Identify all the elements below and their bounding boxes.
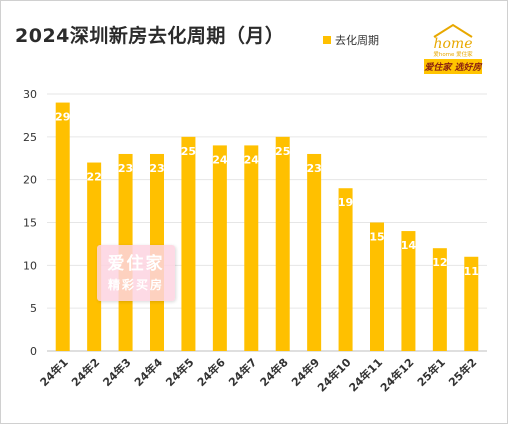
x-tick-label: 24年5 — [163, 355, 197, 389]
x-tick-label: 25年2 — [445, 355, 479, 389]
watermark: 爱住家 精彩买房 — [97, 245, 175, 301]
bar — [307, 153, 322, 351]
y-tick-label: 30 — [23, 88, 37, 101]
data-label: 29 — [55, 111, 70, 124]
x-tick-label: 24年3 — [100, 355, 134, 389]
watermark-line2: 精彩买房 — [107, 278, 164, 292]
bar — [464, 256, 479, 351]
x-tick-label: 24年2 — [68, 355, 102, 389]
x-axis-ticks: 24年124年224年324年424年524年624年724年824年924年1… — [37, 355, 479, 395]
x-tick-label: 24年8 — [257, 355, 291, 389]
data-label: 25 — [181, 145, 196, 158]
data-label: 12 — [432, 256, 447, 269]
x-tick-label: 24年12 — [377, 355, 416, 394]
bar — [338, 188, 353, 351]
data-label: 14 — [401, 239, 417, 252]
x-tick-label: 24年1 — [37, 355, 71, 389]
data-label: 25 — [275, 145, 290, 158]
y-tick-label: 0 — [30, 345, 37, 358]
bar — [432, 248, 447, 351]
y-tick-label: 10 — [23, 259, 37, 272]
bar — [87, 162, 102, 351]
data-label: 22 — [86, 171, 101, 184]
legend-swatch — [323, 36, 331, 44]
bar — [212, 145, 227, 351]
data-label: 15 — [369, 231, 384, 244]
bar — [181, 136, 196, 351]
data-label: 23 — [149, 162, 164, 175]
x-tick-label: 24年6 — [194, 355, 228, 389]
x-tick-label: 25年1 — [414, 355, 448, 389]
legend: 去化周期 — [323, 32, 379, 48]
chart-title: 2024深圳新房去化周期（月） — [15, 25, 285, 47]
bar — [370, 222, 384, 351]
data-label: 23 — [118, 162, 133, 175]
bar — [401, 231, 416, 351]
y-tick-label: 5 — [30, 302, 37, 315]
bar — [275, 136, 290, 351]
logo-wordmark: home — [433, 36, 472, 52]
y-tick-label: 25 — [23, 131, 37, 144]
bar — [55, 102, 70, 351]
data-labels: 29 22 23 23 25 24 24 25 23 19 15 14 12 11 — [55, 111, 479, 278]
data-label: 19 — [338, 196, 353, 209]
data-label: 23 — [306, 162, 321, 175]
logo-subtitle: 爱home 爱住家 — [433, 50, 473, 58]
logo-slogan: 爱住家 选好房 — [424, 62, 482, 73]
brand-logo: home 爱home 爱住家 爱住家 选好房 — [424, 23, 483, 74]
x-tick-label: 24年10 — [314, 355, 354, 395]
gridlines — [47, 93, 487, 352]
y-tick-label: 15 — [23, 217, 37, 230]
legend-label: 去化周期 — [335, 34, 379, 47]
data-label: 24 — [244, 153, 260, 166]
x-tick-label: 24年11 — [346, 355, 385, 394]
y-axis-ticks: 0 5 10 15 20 25 30 — [23, 88, 37, 358]
x-tick-label: 24年7 — [225, 355, 259, 389]
bar — [244, 145, 259, 351]
watermark-line1: 爱住家 — [107, 254, 165, 274]
y-tick-label: 20 — [23, 174, 37, 187]
x-tick-label: 24年4 — [131, 355, 165, 389]
data-label: 11 — [464, 265, 479, 278]
data-label: 24 — [212, 153, 228, 166]
bars — [55, 102, 479, 351]
